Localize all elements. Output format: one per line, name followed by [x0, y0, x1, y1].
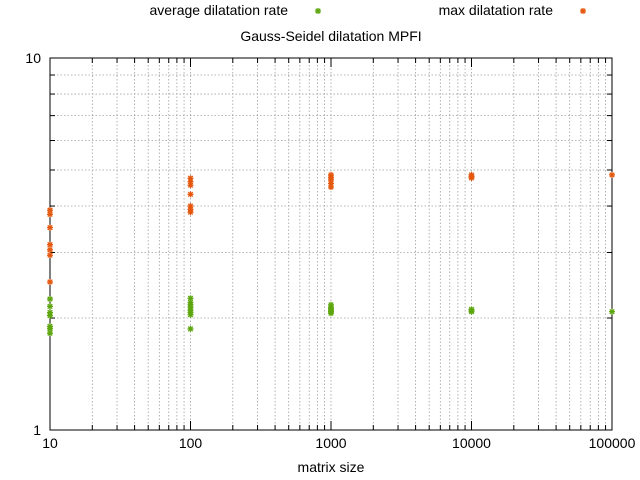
data-point-max: [47, 211, 53, 218]
data-point-average: [47, 312, 53, 319]
data-points: [47, 171, 615, 337]
data-point-average: [47, 330, 53, 337]
x-tick-label: 10: [42, 435, 58, 451]
y-tick-label: 1: [33, 422, 41, 438]
legend-marker-average: [315, 8, 321, 14]
data-point-max: [47, 207, 53, 214]
x-tick-labels: 10 100 1000 10000 100000: [42, 435, 635, 451]
data-point-max: [47, 246, 53, 253]
y-tick-labels: 1 10: [25, 50, 41, 438]
data-point-average: [47, 295, 53, 302]
legend-star-average: [315, 8, 321, 14]
data-point-max: [468, 174, 475, 181]
data-point-average: [468, 308, 475, 315]
data-point-max: [47, 278, 53, 285]
axis-ticks: [49, 57, 613, 431]
legend: average dilatation rate max dilatation r…: [149, 2, 586, 18]
x-axis-label: matrix size: [298, 459, 365, 475]
data-point-max: [187, 182, 194, 189]
x-tick-label: 1000: [315, 435, 346, 451]
y-tick-label: 10: [25, 50, 41, 66]
data-point-max: [47, 252, 53, 259]
data-point-average: [47, 303, 53, 310]
data-point-average: [328, 310, 334, 317]
data-point-max: [47, 241, 53, 248]
x-tick-label: 100: [179, 435, 203, 451]
x-tick-label: 10000: [452, 435, 491, 451]
data-point-max: [187, 209, 194, 216]
x-tick-label: 100000: [589, 435, 636, 451]
data-point-max: [328, 184, 334, 191]
data-point-average: [609, 308, 615, 315]
data-point-max: [187, 191, 194, 198]
data-point-average: [187, 325, 194, 332]
grid: [50, 58, 612, 430]
legend-star-max: [580, 8, 586, 14]
chart-title: Gauss-Seidel dilatation MPFI: [240, 28, 421, 44]
data-point-max: [47, 224, 53, 231]
data-point-max: [609, 171, 615, 178]
legend-label-average: average dilatation rate: [149, 2, 288, 18]
legend-marker-max: [580, 8, 586, 14]
legend-label-max: max dilatation rate: [439, 2, 554, 18]
data-point-average: [187, 311, 194, 318]
